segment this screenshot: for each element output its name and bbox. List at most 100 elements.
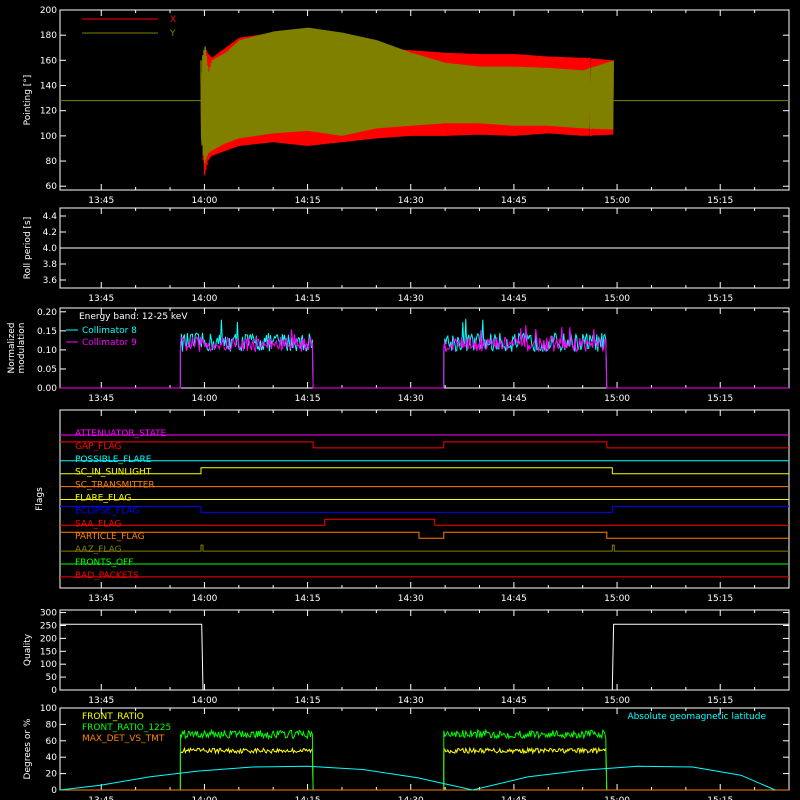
x-tick-label: 15:00: [604, 696, 630, 706]
x-tick-label: 15:15: [707, 394, 733, 404]
modulation-series-collimator-9: [60, 325, 789, 389]
flag-line-particle-flag: [60, 531, 789, 539]
x-tick-label: 14:00: [191, 594, 217, 604]
y-tick-label: 0: [51, 686, 57, 696]
quality-panel: 13:45 14:00 14:15 14:30 14:45 15:00 15:15 0 50 10…: [23, 609, 790, 706]
x-tick-label: 15:15: [707, 196, 733, 206]
x-tick-label: 15:00: [604, 594, 630, 604]
y-axis-title: Normalized: [7, 322, 17, 373]
y-tick-label: 3.8: [43, 260, 58, 270]
roll_period-panel: 13:45 14:00 14:15 14:30 14:45 15:00 15:15 3.6 3.…: [23, 207, 790, 304]
y-tick-label: 50: [46, 673, 58, 683]
flag-label-bad-packets: BAD_PACKETS: [75, 571, 139, 581]
flag-label-sc-in-sunlight: SC_IN_SUNLIGHT: [75, 468, 152, 478]
y-tick-label: 100: [40, 704, 57, 714]
front-ratio-series-front-ratio-1225: [60, 728, 789, 791]
y-tick-label: 120: [40, 107, 57, 117]
modulation-panel: 13:45 14:00 14:15 14:30 14:45 15:00 15:15 0.00 0…: [7, 307, 790, 404]
x-tick-label: 14:30: [398, 594, 424, 604]
y-tick-label: 180: [40, 31, 57, 41]
x-tick-label: 14:00: [191, 394, 217, 404]
y-tick-label: 0.20: [37, 308, 57, 318]
y-tick-label: 0.10: [37, 346, 57, 356]
flag-label-flare-flag: FLARE_FLAG: [75, 494, 131, 504]
y-tick-label: 60: [46, 182, 58, 192]
flag-label-aaz-flag: AAZ_FLAG: [75, 545, 122, 555]
latitude-label: Absolute geomagnetic latitude: [627, 712, 766, 722]
quality-frame: [59, 609, 790, 691]
flags-panel: 13:45 14:00 14:15 14:30 14:45 15:00 15:15 Flags…: [35, 409, 790, 604]
flag-label-attenuator-state: ATTENUATOR_STATE: [75, 429, 167, 439]
x-tick-label: 13:45: [88, 796, 114, 800]
x-tick-label: 14:45: [501, 196, 527, 206]
y-tick-label: 80: [46, 157, 58, 167]
y-tick-label: 100: [40, 132, 57, 142]
legend-label-y: Y: [169, 29, 176, 39]
y-axis-title: Roll period [s]: [23, 217, 33, 279]
front_ratio-panel: 13:45 14:00 14:15 14:30 14:45 15:00 15:15 0 20 40…: [23, 704, 790, 800]
x-tick-label: 14:00: [191, 696, 217, 706]
flag-line-aaz-flag: [60, 544, 789, 552]
y-axis-title: Degrees or %: [23, 718, 33, 779]
flag-line-saa-flag: [60, 518, 789, 526]
x-tick-label: 13:45: [88, 294, 114, 304]
x-tick-label: 15:15: [707, 594, 733, 604]
y-tick-label: 0.05: [37, 365, 57, 375]
front-ratio-series-absolute-geomagnetic-latitude: [59, 765, 776, 791]
x-tick-label: 15:00: [604, 796, 630, 800]
y-tick-label: 20: [46, 770, 58, 780]
x-tick-label: 14:15: [295, 594, 321, 604]
y-tick-label: 200: [40, 6, 57, 16]
modulation-series-collimator-8: [60, 318, 789, 389]
x-tick-label: 14:15: [295, 696, 321, 706]
x-tick-label: 14:00: [191, 196, 217, 206]
front-ratio-series-front-ratio: [60, 746, 789, 791]
y-tick-label: 150: [40, 647, 57, 657]
y-tick-label: 0.00: [37, 384, 57, 394]
y-tick-label: 0.15: [37, 327, 57, 337]
y-tick-label: 100: [40, 660, 57, 670]
pointing-frame: [59, 9, 790, 191]
y-axis-title: Quality: [23, 633, 33, 666]
x-tick-label: 14:15: [295, 294, 321, 304]
x-tick-label: 15:15: [707, 294, 733, 304]
legend-label: FRONT_RATIO: [82, 712, 144, 722]
x-tick-label: 14:15: [295, 796, 321, 800]
x-tick-label: 15:00: [604, 394, 630, 404]
y-tick-label: 160: [40, 56, 57, 66]
flag-label-saa-flag: SAA_FLAG: [75, 519, 121, 529]
x-tick-label: 14:15: [295, 196, 321, 206]
x-tick-label: 13:45: [88, 394, 114, 404]
y-tick-label: 4.0: [43, 244, 58, 254]
x-tick-label: 14:00: [191, 294, 217, 304]
flag-line-sc-in-sunlight: [60, 467, 789, 475]
x-tick-label: 14:00: [191, 796, 217, 800]
y-axis-title: modulation: [17, 323, 27, 374]
x-tick-label: 14:30: [398, 196, 424, 206]
legend-label: Collimator 8: [82, 326, 137, 336]
x-tick-label: 13:45: [88, 696, 114, 706]
energy-band-label: Energy band: 12-25 keV: [79, 312, 188, 322]
x-tick-label: 14:30: [398, 394, 424, 404]
flag-label-fronts-off: FRONTS_OFF: [75, 558, 133, 568]
pointing-panel: 13:45 14:00 14:15 14:30 14:45 15:00 15:15 60 80 1…: [23, 6, 790, 206]
y-tick-label: 200: [40, 634, 57, 644]
legend-label-x: X: [170, 15, 176, 25]
x-tick-label: 15:15: [707, 796, 733, 800]
flag-label-gap-flag: GAP_FLAG: [75, 442, 121, 452]
x-tick-label: 15:15: [707, 696, 733, 706]
flag-line-eclipse-flag: [60, 505, 789, 513]
x-tick-label: 14:45: [501, 394, 527, 404]
y-tick-label: 140: [40, 82, 57, 92]
x-tick-label: 15:00: [604, 196, 630, 206]
y-tick-label: 60: [46, 737, 58, 747]
y-tick-label: 250: [40, 621, 57, 631]
x-tick-label: 14:45: [501, 294, 527, 304]
y-tick-label: 80: [46, 720, 58, 730]
legend-label: Collimator 9: [82, 338, 137, 348]
x-tick-label: 14:45: [501, 796, 527, 800]
x-tick-label: 13:45: [88, 594, 114, 604]
x-tick-label: 14:45: [501, 696, 527, 706]
y-tick-label: 40: [46, 753, 58, 763]
